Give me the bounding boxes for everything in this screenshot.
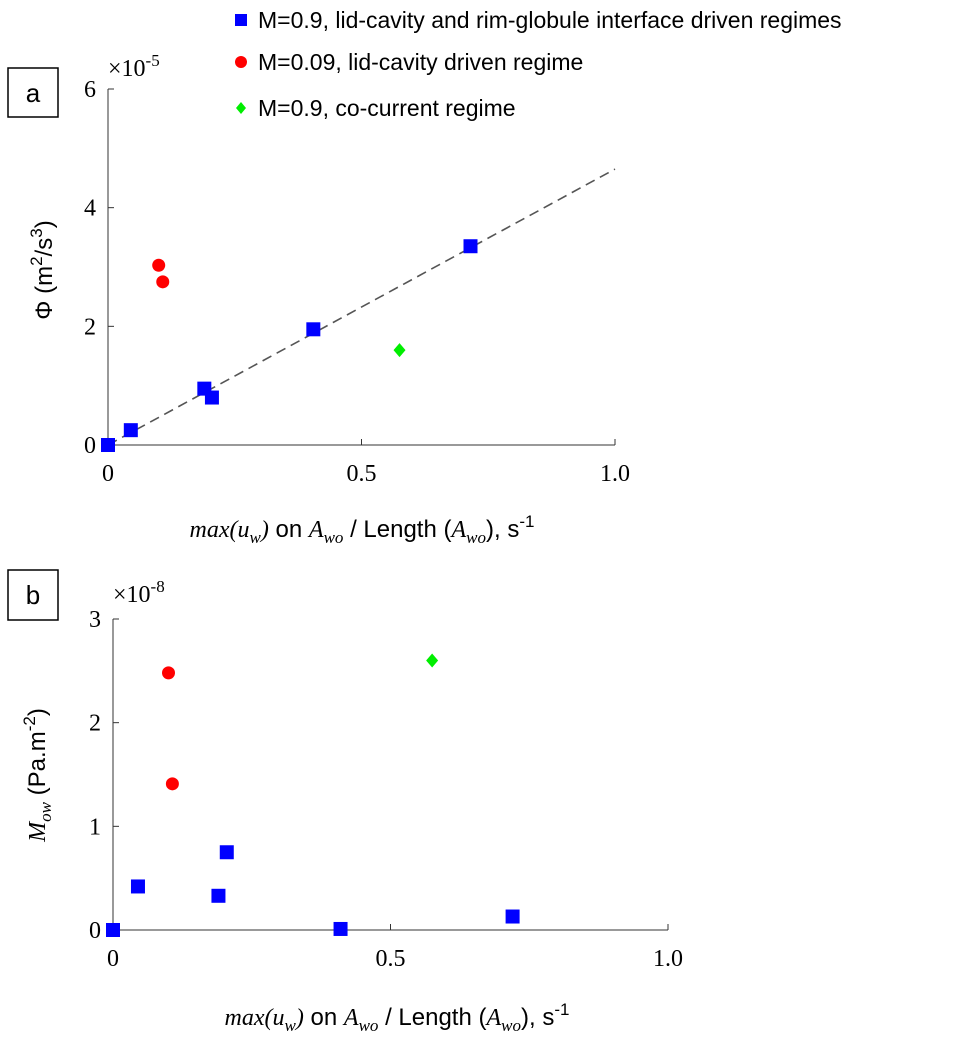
y-tick-label: 6 <box>84 77 96 103</box>
legend: M=0.9, lid-cavity and rim-globule interf… <box>235 7 842 121</box>
xlabel-func: max <box>190 517 230 543</box>
legend-item: M=0.9, lid-cavity and rim-globule interf… <box>235 7 842 33</box>
xlabel-sub: w <box>250 528 262 547</box>
x-tick-label: 0.5 <box>347 461 377 487</box>
legend-label: M=0.09, lid-cavity driven regime <box>258 49 583 75</box>
axis-exponent: ×10-8 <box>113 577 165 608</box>
data-point-diamond <box>393 343 406 358</box>
data-point-square <box>101 438 115 452</box>
x-tick-label: 0 <box>102 461 114 487</box>
y-tick-label: 3 <box>89 607 101 633</box>
data-point-square <box>306 322 321 337</box>
xlabel-arg: (u <box>230 517 250 543</box>
x-tick-label: 1.0 <box>600 461 630 487</box>
xlabel-func: max <box>225 1005 265 1031</box>
ylabel-sub: ow <box>36 801 55 822</box>
xlabel-on: on <box>269 516 309 543</box>
y-tick-label: 1 <box>89 814 101 840</box>
exponent-power: -8 <box>151 577 165 596</box>
xlabel-close: ) <box>294 1005 304 1031</box>
data-point-circle <box>165 777 179 791</box>
data-point-circle <box>162 666 175 680</box>
panel-label: a <box>26 78 41 108</box>
panel-label-box <box>7 569 59 621</box>
y-ticks: 0 2 4 6 <box>84 77 114 459</box>
ylabel-mid: /s <box>31 238 58 257</box>
data-point-diamond <box>426 653 439 668</box>
ylabel-end: ) <box>24 708 51 716</box>
legend-marker-diamond <box>236 102 246 114</box>
xlabel-sub: wo <box>466 528 486 547</box>
x-ticks: 0 0.5 1.0 <box>102 439 630 487</box>
xlabel-close: ) <box>259 517 269 543</box>
panel-label: b <box>26 580 40 610</box>
x-tick-label: 0 <box>107 946 119 972</box>
data-point-square <box>130 879 145 894</box>
xlabel-sub: wo <box>359 1016 379 1035</box>
y-ticks: 0 1 2 3 <box>89 607 119 944</box>
data-point-circle <box>156 275 170 289</box>
y-axis-label: Mow (Pa.m-2) <box>20 708 55 843</box>
ylabel-main: M <box>25 820 51 843</box>
y-tick-label: 0 <box>84 433 96 459</box>
ylabel-rest: (Pa.m <box>24 731 51 802</box>
legend-label: M=0.9, lid-cavity and rim-globule interf… <box>258 7 842 33</box>
xlabel-end: ), s <box>486 516 519 543</box>
xlabel-A: A <box>484 1005 501 1031</box>
legend-label: M=0.9, co-current regime <box>258 95 516 121</box>
y-tick-label: 0 <box>89 918 101 944</box>
x-tick-label: 0.5 <box>376 946 406 972</box>
ylabel-end: ) <box>31 220 58 228</box>
xlabel-length: / Length ( <box>378 1004 486 1031</box>
xlabel-sup: -1 <box>554 1000 569 1019</box>
xlabel-sub: w <box>285 1016 297 1035</box>
xlabel-A: A <box>449 517 466 543</box>
data-point-square <box>211 888 226 903</box>
data-point-square <box>106 923 120 937</box>
xlabel-length: / Length ( <box>343 516 451 543</box>
data-points <box>101 239 478 452</box>
ylabel-sup: -2 <box>20 716 39 731</box>
legend-item: M=0.09, lid-cavity driven regime <box>235 49 583 75</box>
ylabel-main: Φ (m <box>31 266 58 320</box>
xlabel-sub: wo <box>324 528 344 547</box>
xlabel-sup: -1 <box>519 512 534 531</box>
xlabel-on: on <box>304 1004 344 1031</box>
legend-marker-circle <box>235 56 247 68</box>
ylabel-sup: 2 <box>27 256 46 265</box>
axis-exponent: ×10-5 <box>108 51 160 82</box>
data-point-square <box>505 909 520 924</box>
x-axis-label: max(uw) on Awo / Length (Awo), s-1 <box>225 1000 570 1035</box>
xlabel-A: A <box>342 1005 359 1031</box>
exponent-base: ×10 <box>108 56 146 82</box>
data-point-square <box>219 845 234 860</box>
xlabel-arg: (u <box>265 1005 285 1031</box>
x-axis-label: max(uw) on Awo / Length (Awo), s-1 <box>190 512 535 547</box>
y-tick-label: 2 <box>89 711 101 737</box>
legend-item: M=0.9, co-current regime <box>236 95 516 121</box>
legend-marker-square <box>235 14 247 26</box>
x-tick-label: 1.0 <box>653 946 683 972</box>
exponent-power: -5 <box>146 51 160 70</box>
xlabel-sub: wo <box>501 1016 521 1035</box>
data-point-square <box>333 921 348 936</box>
data-point-square <box>123 423 138 438</box>
y-tick-label: 2 <box>84 314 96 340</box>
trend-line <box>107 168 616 446</box>
y-axis-label: Φ (m2/s3) <box>27 220 58 319</box>
ylabel-sup: 3 <box>27 228 46 237</box>
x-ticks: 0 0.5 1.0 <box>107 924 683 972</box>
data-point-circle <box>152 258 166 272</box>
exponent-base: ×10 <box>113 582 151 608</box>
data-points <box>106 653 520 937</box>
xlabel-A: A <box>307 517 324 543</box>
data-point-square <box>463 239 478 254</box>
xlabel-end: ), s <box>521 1004 554 1031</box>
data-point-square <box>204 390 219 405</box>
panel-label-box <box>7 67 59 118</box>
y-tick-label: 4 <box>84 196 96 222</box>
